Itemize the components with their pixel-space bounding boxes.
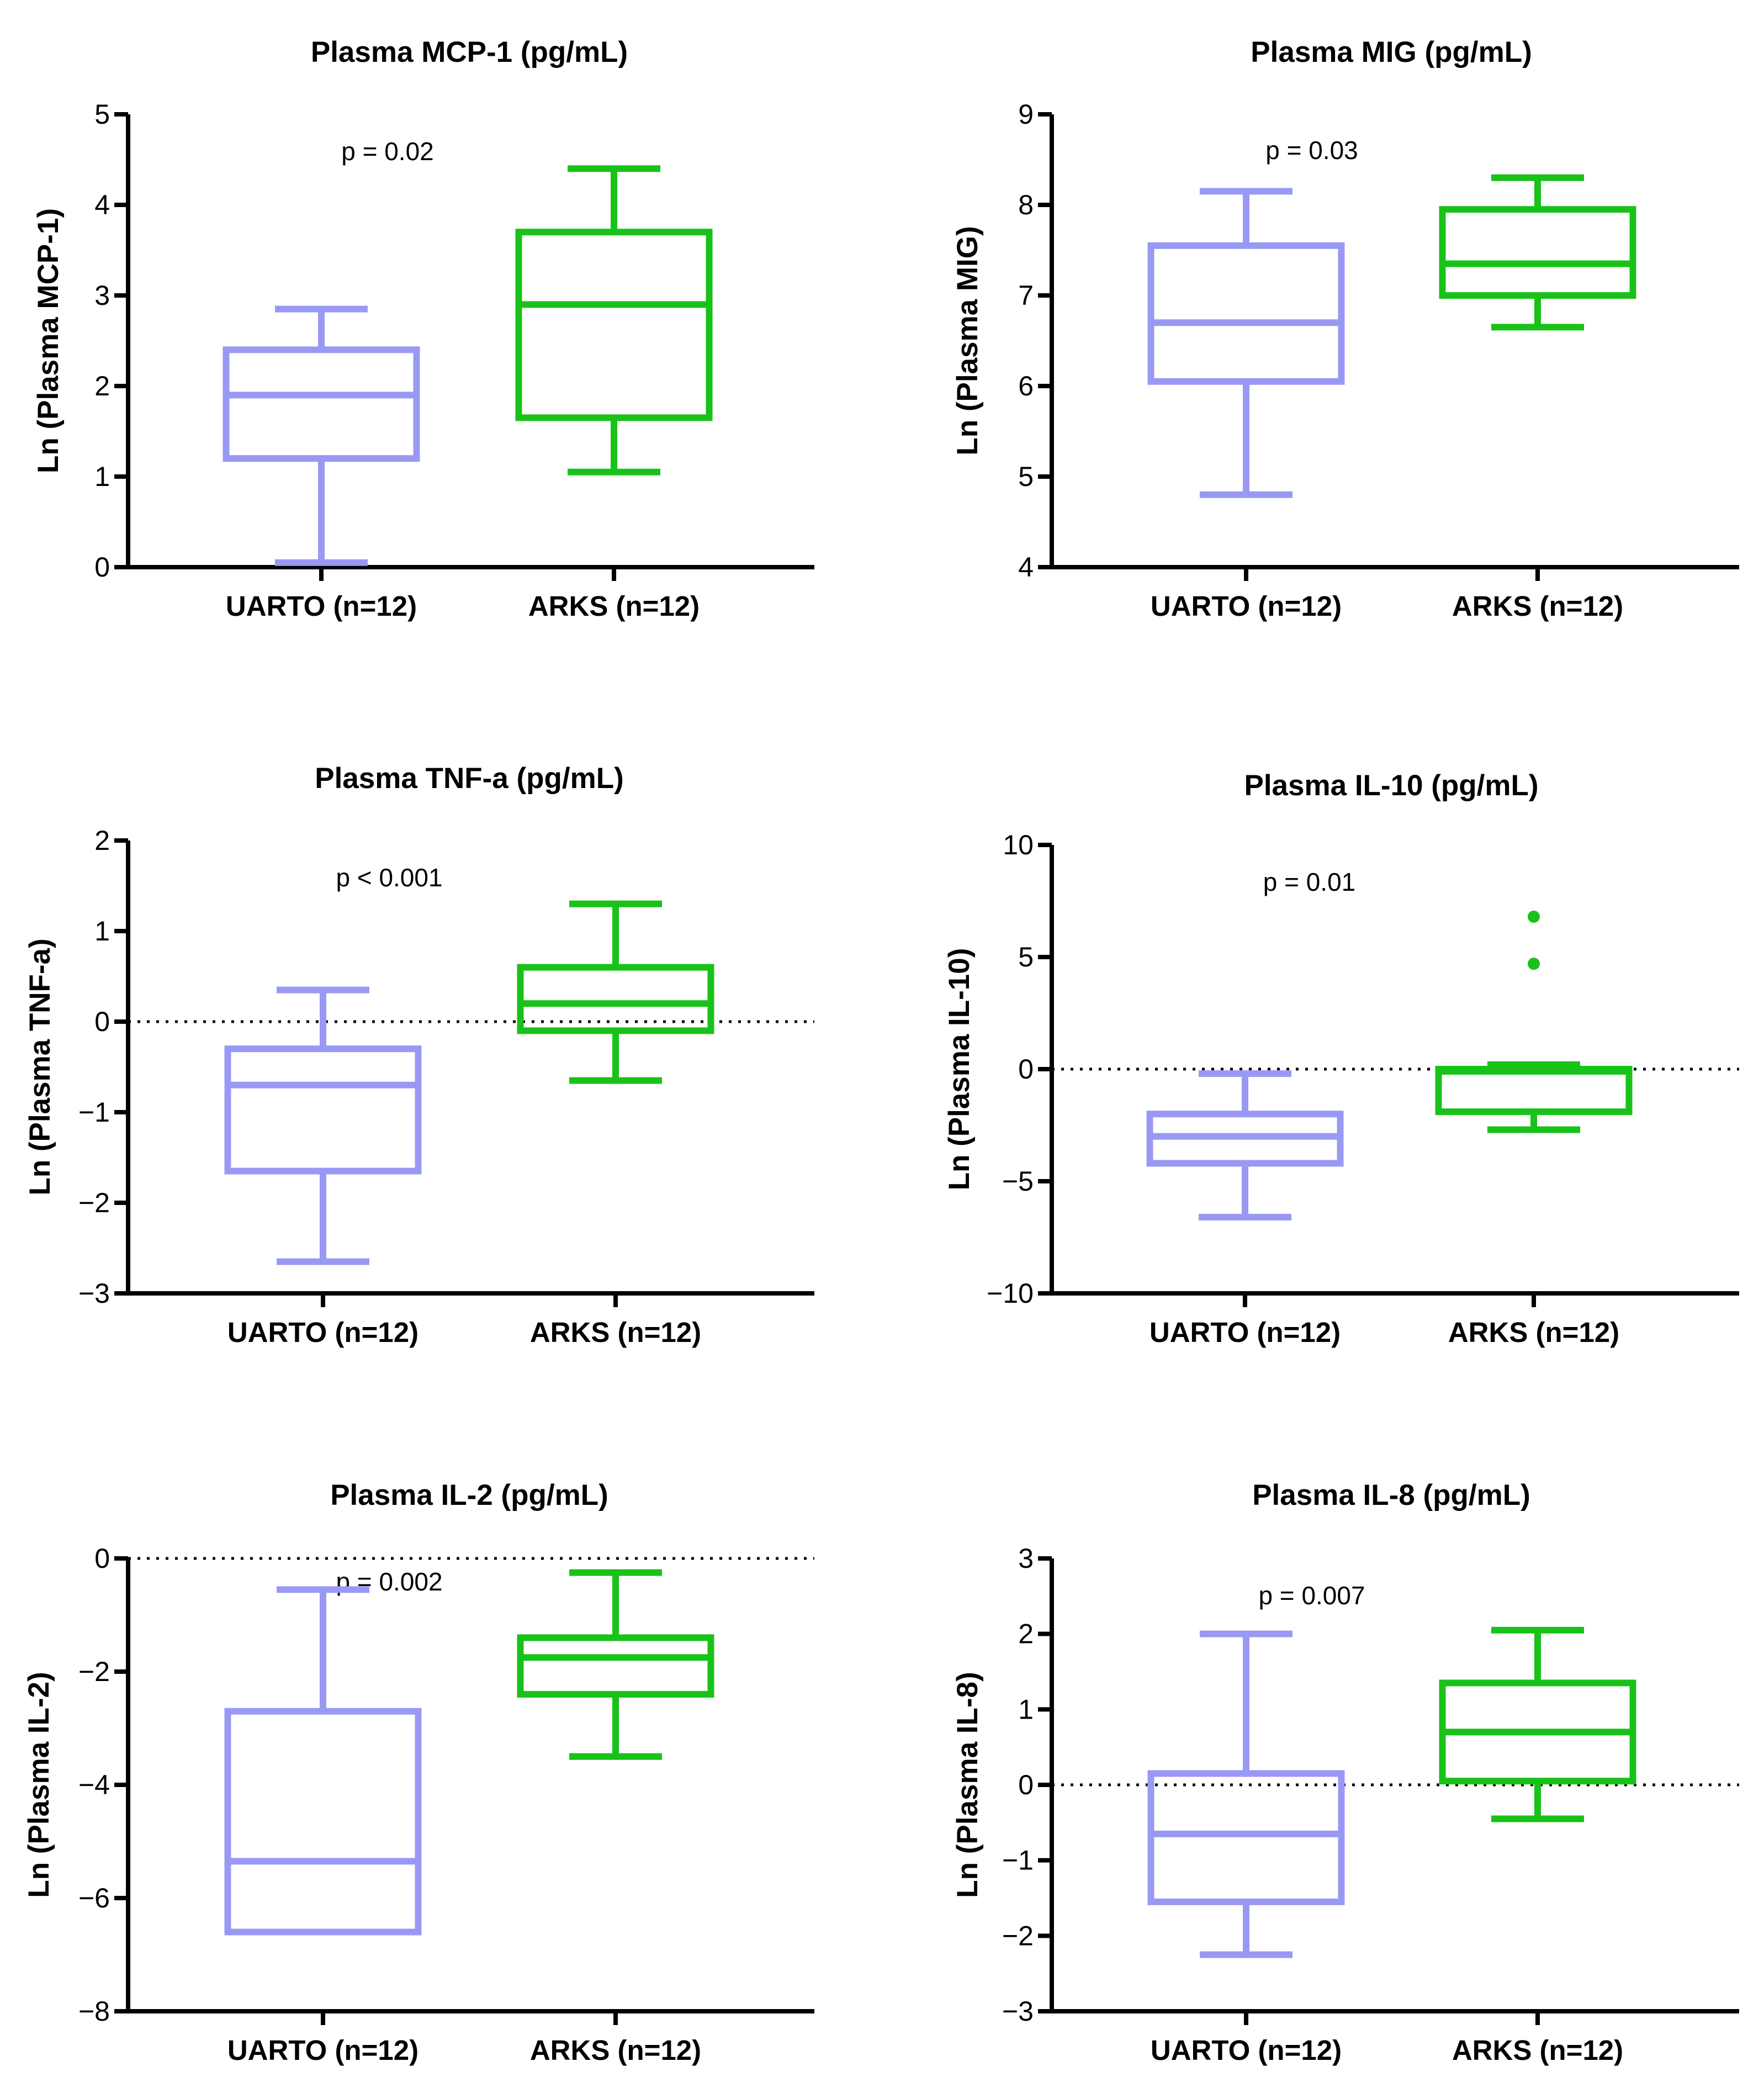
x-category-label: UARTO (n=12) xyxy=(227,2034,419,2066)
iqr-box xyxy=(517,964,714,1034)
y-tick-label: −1 xyxy=(78,1097,110,1128)
y-tick-label: 7 xyxy=(1018,280,1034,311)
y-tick-label: −10 xyxy=(987,1278,1034,1309)
y-tick-label: 4 xyxy=(94,189,110,220)
outlier-point xyxy=(1528,958,1540,970)
y-tick-label: 0 xyxy=(94,552,110,583)
y-axis-label: Ln (Plasma MCP-1) xyxy=(32,208,65,473)
x-category-label: UARTO (n=12) xyxy=(226,590,417,622)
box-plot-arks xyxy=(517,1569,714,1760)
x-category-label: ARKS (n=12) xyxy=(530,2034,701,2066)
y-tick-label: 0 xyxy=(1018,1769,1034,1800)
y-tick-label: −2 xyxy=(1002,1920,1034,1951)
chart-panel: Plasma MIG (pg/mL) Ln (Plasma MIG) 4 5 6 7 8 9 U… xyxy=(951,36,1739,622)
x-category-label: UARTO (n=12) xyxy=(1151,2034,1342,2066)
chart-panel: Plasma IL-8 (pg/mL) Ln (Plasma IL-8) −3 −2 −… xyxy=(951,1479,1739,2066)
x-category-label: ARKS (n=12) xyxy=(530,1317,701,1348)
y-tick-label: 0 xyxy=(1018,1054,1034,1085)
iqr-box xyxy=(224,1045,422,1175)
y-tick-label: −2 xyxy=(78,1656,110,1687)
p-value-annotation: p = 0.02 xyxy=(341,137,434,166)
chart-title: Plasma MIG (pg/mL) xyxy=(1251,36,1532,68)
y-tick-label: 0 xyxy=(94,1006,110,1037)
box-plot-uarto xyxy=(224,1586,422,1936)
y-tick-label: −3 xyxy=(1002,1996,1034,2027)
iqr-box xyxy=(224,1708,422,1936)
box-plot-uarto xyxy=(223,305,420,566)
p-value-annotation: p = 0.01 xyxy=(1263,868,1356,896)
p-value-annotation: p < 0.001 xyxy=(336,863,442,892)
y-tick-label: −8 xyxy=(78,1996,110,2027)
box-plot-arks xyxy=(515,165,713,475)
box-plot-uarto xyxy=(1147,1630,1345,1958)
x-category-label: ARKS (n=12) xyxy=(1452,2034,1623,2066)
y-tick-label: 5 xyxy=(1018,461,1034,492)
chart-title: Plasma IL-2 (pg/mL) xyxy=(330,1479,608,1511)
box-plot-arks xyxy=(1435,910,1633,1133)
y-axis-label: Ln (Plasma IL-8) xyxy=(951,1672,984,1898)
x-category-label: ARKS (n=12) xyxy=(1448,1317,1619,1348)
box-plot-uarto xyxy=(224,986,422,1265)
y-axis-label: Ln (Plasma IL-2) xyxy=(23,1672,55,1898)
x-category-label: ARKS (n=12) xyxy=(528,590,700,622)
y-axis-label: Ln (Plasma MIG) xyxy=(951,226,984,455)
box-plot-arks xyxy=(517,900,714,1084)
y-tick-label: 9 xyxy=(1018,99,1034,130)
box-plot-uarto xyxy=(1147,188,1345,498)
x-category-label: ARKS (n=12) xyxy=(1452,590,1623,622)
y-tick-label: 8 xyxy=(1018,189,1034,220)
outlier-point xyxy=(1528,910,1540,923)
chart-panel: Plasma TNF-a (pg/mL) Ln (Plasma TNF-a) −3 −… xyxy=(24,762,814,1348)
p-value-annotation: p = 0.007 xyxy=(1258,1581,1365,1610)
y-tick-label: 4 xyxy=(1018,552,1034,583)
y-tick-label: −1 xyxy=(1002,1845,1034,1876)
iqr-box xyxy=(1439,206,1636,299)
y-tick-label: −6 xyxy=(78,1883,110,1914)
chart-title: Plasma IL-8 (pg/mL) xyxy=(1252,1479,1530,1511)
x-category-label: UARTO (n=12) xyxy=(1149,1317,1341,1348)
y-tick-label: 2 xyxy=(94,825,110,856)
y-tick-label: 3 xyxy=(94,280,110,311)
box-plot-arks xyxy=(1439,174,1636,331)
box-plot-arks xyxy=(1439,1626,1636,1822)
iqr-box xyxy=(1147,1770,1345,1905)
y-tick-label: −5 xyxy=(1002,1166,1034,1197)
y-tick-label: 1 xyxy=(1018,1694,1034,1725)
y-tick-label: −2 xyxy=(78,1187,110,1218)
y-tick-label: 10 xyxy=(1003,829,1034,860)
y-tick-label: 2 xyxy=(94,371,110,401)
p-value-annotation: p = 0.03 xyxy=(1265,136,1358,165)
x-category-label: UARTO (n=12) xyxy=(227,1317,419,1348)
iqr-box xyxy=(1435,1066,1633,1116)
y-tick-label: 1 xyxy=(94,461,110,492)
x-category-label: UARTO (n=12) xyxy=(1151,590,1342,622)
chart-panel: Plasma IL-10 (pg/mL) Ln (Plasma IL-10) −10… xyxy=(943,769,1739,1348)
iqr-box xyxy=(223,346,420,462)
chart-panel: Plasma IL-2 (pg/mL) Ln (Plasma IL-2) −8 −6 −… xyxy=(23,1479,814,2066)
box-plot-uarto xyxy=(1146,1070,1344,1220)
y-tick-label: 2 xyxy=(1018,1619,1034,1650)
y-tick-label: 0 xyxy=(94,1543,110,1574)
iqr-box xyxy=(1147,242,1345,385)
y-tick-label: 1 xyxy=(94,916,110,947)
y-tick-label: −4 xyxy=(78,1769,110,1800)
y-tick-label: 5 xyxy=(1018,942,1034,972)
chart-title: Plasma IL-10 (pg/mL) xyxy=(1244,769,1538,802)
chart-title: Plasma TNF-a (pg/mL) xyxy=(315,762,624,795)
y-tick-label: 3 xyxy=(1018,1543,1034,1574)
y-tick-label: 5 xyxy=(94,99,110,130)
iqr-box xyxy=(517,1634,714,1698)
iqr-box xyxy=(515,229,713,421)
chart-panel: Plasma MCP-1 (pg/mL) Ln (Plasma MCP-1) 0 1 2… xyxy=(32,36,814,622)
chart-title: Plasma MCP-1 (pg/mL) xyxy=(311,36,628,68)
y-tick-label: 6 xyxy=(1018,371,1034,401)
y-axis-label: Ln (Plasma TNF-a) xyxy=(24,938,56,1195)
y-axis-label: Ln (Plasma IL-10) xyxy=(943,948,976,1191)
y-tick-label: −3 xyxy=(78,1278,110,1309)
